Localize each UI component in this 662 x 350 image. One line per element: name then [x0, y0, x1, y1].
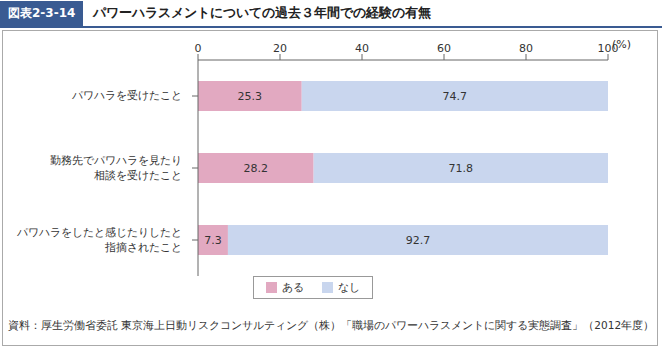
- html-text:図表2-3-14: 図表2-3-14: [8, 5, 76, 20]
- svg-text:40: 40: [355, 42, 369, 55]
- html-text:資料：厚生労働省委託 東京海上日動リスクコンサルティング（株: 資料：厚生労働省委託 東京海上日動リスクコンサルティング（株）「職場のパワーハラ…: [8, 319, 655, 331]
- svg-text:28.2: 28.2: [244, 162, 269, 175]
- svg-text:勤務先でパワハラを見たり相談を受けたこと: 勤務先でパワハラを見たり相談を受けたこと: [50, 154, 182, 182]
- svg-text:60: 60: [437, 42, 451, 55]
- svg-text:92.7: 92.7: [406, 234, 431, 247]
- html-text:ある: ある: [282, 281, 304, 294]
- html-text:パワーハラスメントについての過去３年間での経験の有無: パワーハラスメントについての過去３年間での経験の有無: [93, 5, 432, 20]
- html-text:なし: なし: [338, 281, 360, 294]
- svg-text:20: 20: [273, 42, 287, 55]
- svg-text:7.3: 7.3: [204, 234, 222, 247]
- svg-text:パワハラをしたと感じたりしたと指摘されたこと: パワハラをしたと感じたりしたと指摘されたこと: [16, 226, 182, 254]
- svg-text:25.3: 25.3: [238, 90, 263, 103]
- svg-text:100: 100: [597, 42, 619, 55]
- svg-text:0: 0: [195, 42, 202, 55]
- svg-text:80: 80: [519, 42, 533, 55]
- svg-text:74.7: 74.7: [443, 90, 468, 103]
- svg-text:71.8: 71.8: [449, 162, 474, 175]
- svg-text:パワハラを受けたこと: パワハラを受けたこと: [71, 89, 182, 102]
